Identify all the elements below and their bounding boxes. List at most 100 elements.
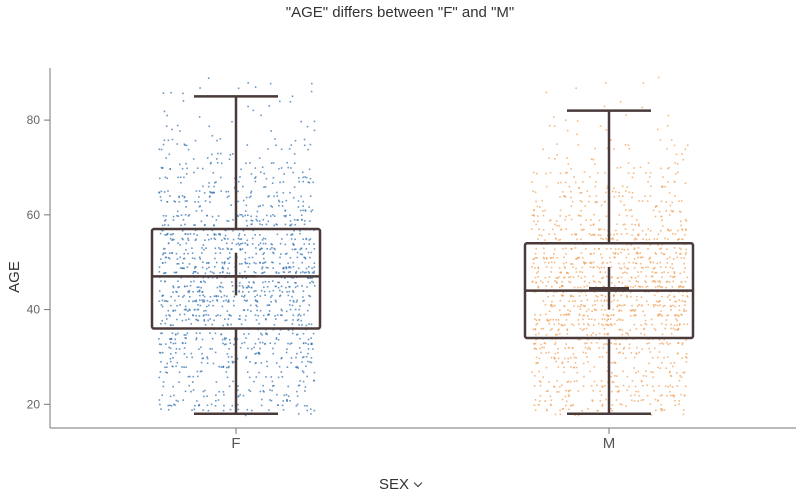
data-point: [619, 343, 621, 345]
data-point: [536, 257, 538, 259]
data-point: [542, 281, 544, 284]
data-point: [681, 342, 684, 344]
data-point: [568, 300, 570, 303]
data-point: [651, 271, 654, 273]
data-point: [683, 271, 686, 273]
data-point: [637, 370, 640, 373]
data-point: [660, 408, 662, 411]
data-point: [659, 367, 662, 369]
data-point: [292, 332, 294, 335]
data-point: [280, 314, 282, 316]
data-point: [531, 371, 533, 373]
data-point: [611, 410, 613, 412]
data-point: [158, 290, 161, 292]
data-point: [263, 286, 265, 289]
data-point: [678, 286, 680, 289]
data-point: [601, 403, 604, 406]
data-point: [173, 200, 176, 202]
data-point: [186, 167, 188, 170]
data-point: [279, 294, 282, 297]
data-point: [562, 262, 565, 265]
data-point: [281, 309, 283, 312]
data-point: [209, 162, 212, 165]
data-point: [614, 362, 617, 364]
boxplot-F[interactable]: [150, 95, 322, 416]
data-point: [165, 314, 167, 317]
data-point: [646, 384, 648, 386]
data-point: [617, 248, 620, 250]
data-point: [672, 304, 674, 307]
data-point: [259, 309, 262, 312]
data-point: [158, 376, 161, 379]
data-point: [171, 233, 173, 236]
data-point: [571, 263, 574, 265]
data-point: [174, 201, 176, 203]
data-point: [279, 289, 281, 292]
data-point: [192, 389, 195, 391]
data-point: [177, 295, 180, 297]
data-point: [683, 323, 685, 326]
data-point: [254, 353, 256, 355]
data-point: [297, 219, 299, 221]
data-point: [535, 323, 538, 326]
data-point: [585, 294, 587, 297]
data-point: [679, 247, 681, 250]
data-point: [677, 342, 680, 344]
data-point: [682, 286, 684, 288]
data-point: [596, 266, 599, 268]
data-point: [172, 285, 174, 287]
data-point: [185, 206, 187, 208]
data-point: [680, 248, 682, 250]
data-point: [272, 289, 275, 292]
data-point: [246, 299, 248, 302]
data-point: [293, 244, 295, 246]
data-point: [667, 386, 669, 388]
data-point: [288, 290, 291, 293]
chevron-down-icon: [413, 478, 423, 488]
data-point: [626, 375, 629, 378]
data-point: [196, 290, 199, 293]
data-point: [582, 256, 584, 259]
data-point: [262, 204, 264, 207]
data-point: [554, 223, 556, 226]
data-point: [296, 390, 298, 393]
data-point: [176, 124, 179, 127]
data-point: [631, 196, 633, 199]
x-axis-selector[interactable]: SEX: [360, 476, 440, 493]
data-point: [289, 220, 292, 222]
data-point: [598, 356, 601, 358]
data-point: [246, 408, 249, 411]
data-point: [273, 324, 276, 326]
data-point: [307, 360, 309, 363]
data-point: [666, 356, 669, 358]
data-point: [192, 314, 194, 317]
boxplot-M[interactable]: [523, 109, 695, 416]
data-point: [564, 119, 567, 121]
data-point: [537, 238, 539, 240]
data-point: [219, 314, 222, 317]
data-point: [637, 256, 639, 259]
data-point: [309, 143, 312, 146]
data-point: [583, 286, 586, 288]
data-point: [266, 286, 269, 288]
data-point: [659, 314, 661, 316]
data-point: [604, 200, 606, 203]
data-point: [646, 342, 649, 345]
data-point: [227, 258, 230, 260]
data-point: [232, 290, 234, 293]
data-point: [612, 314, 615, 316]
data-point: [674, 315, 677, 317]
data-point: [183, 176, 185, 179]
y-axis-label[interactable]: AGE: [6, 261, 23, 293]
data-point: [578, 214, 580, 217]
data-point: [580, 300, 583, 302]
data-point: [670, 229, 672, 231]
data-point: [262, 384, 264, 387]
data-point: [685, 220, 688, 222]
data-point: [612, 252, 615, 254]
data-point: [623, 346, 626, 349]
data-point: [285, 319, 288, 321]
data-point: [294, 238, 296, 241]
data-point: [592, 389, 594, 392]
data-point: [611, 381, 614, 383]
